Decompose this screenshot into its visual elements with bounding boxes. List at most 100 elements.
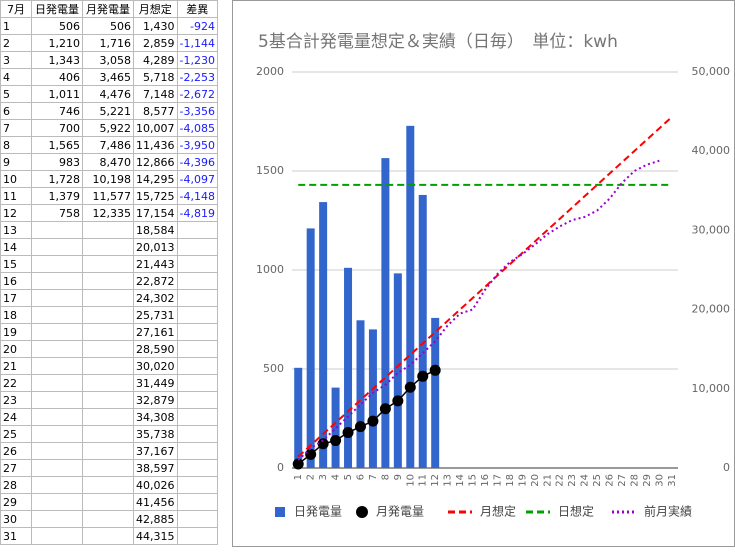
row: 10 1,728 10,198 14,295 -4,097 [0, 170, 218, 188]
cell: 19 [0, 323, 32, 341]
cell: -4,097 [176, 170, 218, 188]
cell: 34,308 [133, 408, 178, 426]
dot [417, 370, 429, 382]
row: 20 28,590 [0, 340, 218, 358]
dot [292, 458, 304, 470]
cell: 5,221 [82, 102, 134, 120]
y2-tick-label: 10,000 [692, 382, 731, 395]
x-tick-label: 19 [517, 474, 528, 487]
legend-label: 日想定 [558, 504, 594, 519]
cell: 9 [0, 153, 32, 171]
bar [406, 125, 415, 468]
row: 12 758 12,335 17,154 -4,819 [0, 204, 218, 222]
cell: -3,950 [176, 136, 218, 154]
cell: 44,315 [133, 527, 178, 545]
cell: 5,922 [82, 119, 134, 137]
row: 7 700 5,922 10,007 -4,085 [0, 119, 218, 137]
cell: 41,456 [133, 493, 178, 511]
cell: 15 [0, 255, 32, 273]
y2-tick-label: 0 [723, 461, 730, 474]
line [297, 159, 660, 461]
x-tick-label: 11 [418, 474, 429, 487]
header-cell: 差異 [176, 0, 218, 18]
cell: -3,356 [176, 102, 218, 120]
row: 3 1,343 3,058 4,289 -1,230 [0, 51, 218, 69]
x-tick-label: 23 [567, 474, 578, 487]
cell [82, 493, 134, 511]
cell [176, 272, 218, 290]
x-tick-label: 31 [667, 474, 678, 487]
cell [82, 357, 134, 375]
cell: 14,295 [133, 170, 178, 188]
row: 13 18,584 [0, 221, 218, 239]
row: 22 31,449 [0, 374, 218, 392]
cell: 1,565 [31, 136, 83, 154]
cell [31, 323, 83, 341]
x-tick-label: 18 [505, 474, 516, 487]
row: 27 38,597 [0, 459, 218, 477]
cell: 4 [0, 68, 32, 86]
cell: 22,872 [133, 272, 178, 290]
cell: -2,253 [176, 68, 218, 86]
cell: 22 [0, 374, 32, 392]
cell: 10,007 [133, 119, 178, 137]
cell: 4,289 [133, 51, 178, 69]
cell [31, 340, 83, 358]
cell: 21 [0, 357, 32, 375]
row: 9 983 8,470 12,866 -4,396 [0, 153, 218, 171]
y2-tick-label: 40,000 [692, 144, 731, 157]
cell [176, 442, 218, 460]
cell [82, 306, 134, 324]
bar [356, 320, 365, 468]
row: 17 24,302 [0, 289, 218, 307]
chart-frame [232, 0, 735, 547]
legend-swatch [356, 506, 368, 518]
cell [82, 340, 134, 358]
y-tick-label: 1500 [256, 164, 284, 177]
cell: -4,085 [176, 119, 218, 137]
cell: 3,465 [82, 68, 134, 86]
cell: 8,577 [133, 102, 178, 120]
cell [31, 306, 83, 324]
row: 31 44,315 [0, 527, 218, 545]
cell: -4,819 [176, 204, 218, 222]
cell: 20 [0, 340, 32, 358]
x-tick-label: 25 [592, 474, 603, 487]
bar [431, 317, 440, 468]
dot [404, 381, 416, 393]
cell [176, 289, 218, 307]
cell [31, 493, 83, 511]
row: 4 406 3,465 5,718 -2,253 [0, 68, 218, 86]
header-cell: 月発電量 [82, 0, 134, 18]
bar [306, 228, 315, 468]
row: 6 746 5,221 8,577 -3,356 [0, 102, 218, 120]
cell [176, 255, 218, 273]
cell: 21,443 [133, 255, 178, 273]
cell [82, 391, 134, 409]
x-tick-label: 29 [642, 474, 653, 487]
x-tick-label: 14 [455, 474, 466, 487]
cell: 983 [31, 153, 83, 171]
cell [176, 391, 218, 409]
cell [31, 527, 83, 545]
cell: 1,716 [82, 34, 134, 52]
cell: 1 [0, 17, 32, 35]
header-cell: 7月 [0, 0, 32, 18]
cell: 27,161 [133, 323, 178, 341]
cell: -2,672 [176, 85, 218, 103]
cell: -1,144 [176, 34, 218, 52]
row: 16 22,872 [0, 272, 218, 290]
row: 1 506 506 1,430 -924 [0, 17, 218, 35]
cell [31, 476, 83, 494]
cell: 18 [0, 306, 32, 324]
row: 11 1,379 11,577 15,725 -4,148 [0, 187, 218, 205]
cell: 406 [31, 68, 83, 86]
cell: 8 [0, 136, 32, 154]
cell: 1,343 [31, 51, 83, 69]
row: 24 34,308 [0, 408, 218, 426]
legend-swatch [275, 507, 285, 517]
x-tick-label: 10 [405, 474, 416, 487]
cell [82, 425, 134, 443]
cell: 14 [0, 238, 32, 256]
cell [82, 323, 134, 341]
